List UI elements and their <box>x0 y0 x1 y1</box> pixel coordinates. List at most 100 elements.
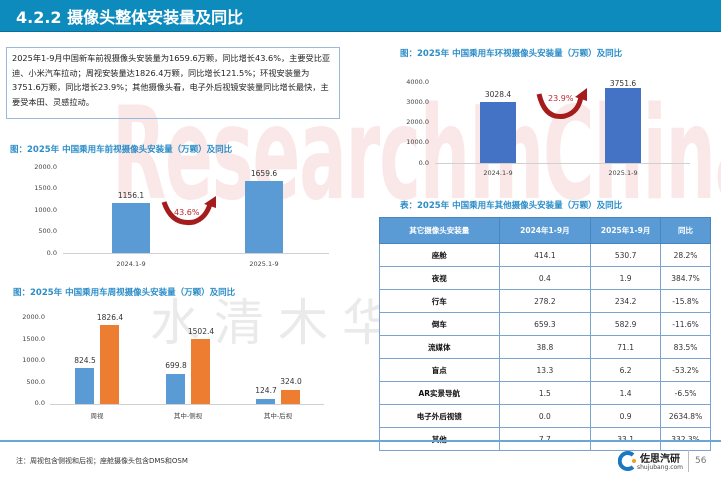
cell-2025: 6.2 <box>590 358 662 382</box>
table-row: 夜视 0.4 1.9 384.7% <box>379 266 711 290</box>
page-number: 56 <box>695 456 707 466</box>
cell-yoy: -53.2% <box>660 358 711 382</box>
bar-value-label: 1502.4 <box>187 327 215 336</box>
footer-divider <box>0 440 721 442</box>
y-tick: 1000.0 <box>406 138 429 146</box>
row-label: 座舱 <box>379 243 500 267</box>
y-tick: 1000.0 <box>34 206 57 214</box>
cell-2024: 0.0 <box>498 404 592 428</box>
x-tick: 其中-后视 <box>263 412 293 420</box>
y-tick: 2000.0 <box>22 313 45 321</box>
bar-2024-side <box>166 374 185 404</box>
table-row: 盲点 13.3 6.2 -53.2% <box>379 358 711 382</box>
brand-url: shujubang.com <box>637 464 684 471</box>
bar-value-label: 1659.6 <box>250 169 278 178</box>
row-label: 其他 <box>379 427 500 451</box>
y-tick: 4000.0 <box>406 78 429 86</box>
x-axis-line <box>63 253 329 254</box>
x-tick: 周视 <box>90 412 104 420</box>
bar-value-label: 1826.4 <box>96 313 124 322</box>
table-header-row: 其它摄像头安装量 2024年1-9月 2025年1-9月 同比 <box>379 217 711 244</box>
cell-yoy: -15.8% <box>660 289 711 313</box>
table-row: 流媒体 38.8 71.1 83.5% <box>379 335 711 359</box>
y-tick: 0.0 <box>418 159 429 167</box>
page-number-divider <box>688 450 689 472</box>
table-row: AR实景导航 1.5 1.4 -6.5% <box>379 381 711 405</box>
cell-yoy: 28.2% <box>660 243 711 267</box>
page-title: 4.2.2 摄像头整体安装量及同比 <box>16 8 244 27</box>
y-tick: 2000.0 <box>34 163 57 171</box>
y-tick: 500.0 <box>38 227 57 235</box>
bar-2025-surround <box>100 325 119 404</box>
column-header: 其它摄像头安装量 <box>379 217 500 244</box>
brand-name: 佐思汽研 <box>640 454 680 465</box>
cell-2025: 234.2 <box>590 289 662 313</box>
column-header: 2024年1-9月 <box>498 217 592 244</box>
cell-yoy: 2634.8% <box>660 404 711 428</box>
y-tick: 1000.0 <box>22 356 45 364</box>
bar-2025 <box>245 181 283 253</box>
cell-2024: 0.4 <box>498 266 592 290</box>
bar-2024-surround <box>75 368 94 404</box>
bar-value-label: 699.8 <box>165 361 187 370</box>
table-row: 其他 7.7 33.1 332.3% <box>379 427 711 451</box>
bar-value-label: 1156.1 <box>117 191 145 200</box>
bar-2024-rear <box>256 399 275 404</box>
table-row: 座舱 414.1 530.7 28.2% <box>379 243 711 267</box>
footnote: 注：周视包含侧视和后视；座舱摄像头包含DMS和OSM <box>16 457 188 465</box>
title-bar: 4.2.2 摄像头整体安装量及同比 <box>0 0 721 32</box>
cell-yoy: -11.6% <box>660 312 711 336</box>
chart-around-view-caption: 图：2025年 中国乘用车环视摄像头安装量（万颗）及同比 <box>400 49 623 59</box>
chart-front-view-caption: 图：2025年 中国乘用车前视摄像头安装量（万颗）及同比 <box>10 145 233 155</box>
x-tick: 其中-侧视 <box>173 412 203 420</box>
x-tick: 2025.1-9 <box>608 169 638 177</box>
cell-2024: 1.5 <box>498 381 592 405</box>
cell-2025: 33.1 <box>590 427 662 451</box>
cell-2024: 414.1 <box>498 243 592 267</box>
y-tick: 3000.0 <box>406 98 429 106</box>
column-header: 2025年1-9月 <box>590 217 662 244</box>
cell-2025: 71.1 <box>590 335 662 359</box>
growth-label: 43.6% <box>174 208 200 217</box>
cell-yoy: 384.7% <box>660 266 711 290</box>
cell-2024: 38.8 <box>498 335 592 359</box>
y-tick: 1500.0 <box>34 184 57 192</box>
cell-2025: 530.7 <box>590 243 662 267</box>
cell-2024: 13.3 <box>498 358 592 382</box>
row-label: 夜视 <box>379 266 500 290</box>
growth-arrow-icon <box>536 88 587 120</box>
bar-2024 <box>112 203 150 253</box>
bar-2024 <box>480 102 516 163</box>
cell-yoy: 83.5% <box>660 335 711 359</box>
y-tick: 1500.0 <box>22 335 45 343</box>
y-tick: 0.0 <box>46 249 57 257</box>
y-tick: 500.0 <box>26 378 45 386</box>
bar-value-label: 3028.4 <box>484 90 512 99</box>
row-label: 流媒体 <box>379 335 500 359</box>
cell-2025: 1.4 <box>590 381 662 405</box>
x-tick: 2024.1-9 <box>483 169 513 177</box>
cell-2024: 7.7 <box>498 427 592 451</box>
other-cameras-table: 其它摄像头安装量 2024年1-9月 2025年1-9月 同比 座舱 414.1… <box>379 217 711 451</box>
table-row: 行车 278.2 234.2 -15.8% <box>379 289 711 313</box>
x-axis-line <box>435 163 690 164</box>
bar-2025 <box>605 88 641 163</box>
bar-2025-rear <box>281 390 300 404</box>
bar-value-label: 3751.6 <box>609 79 637 88</box>
cell-2024: 278.2 <box>498 289 592 313</box>
x-tick: 2024.1-9 <box>116 260 146 268</box>
summary-box: 2025年1-9月中国新车前视摄像头安装量为1659.6万颗，同比增长43.6%… <box>6 47 340 119</box>
y-tick: 0.0 <box>34 399 45 407</box>
cell-2025: 0.9 <box>590 404 662 428</box>
row-label: AR实景导航 <box>379 381 500 405</box>
row-label: 倒车 <box>379 312 500 336</box>
cell-2024: 659.3 <box>498 312 592 336</box>
x-tick: 2025.1-9 <box>249 260 279 268</box>
table-row: 电子外后视镜 0.0 0.9 2634.8% <box>379 404 711 428</box>
x-axis-line <box>50 404 324 405</box>
chart-surround-view-caption: 图：2025年 中国乘用车周视摄像头安装量（万颗）及同比 <box>13 288 236 298</box>
column-header: 同比 <box>660 217 711 244</box>
table-row: 倒车 659.3 582.9 -11.6% <box>379 312 711 336</box>
cell-2025: 1.9 <box>590 266 662 290</box>
row-label: 电子外后视镜 <box>379 404 500 428</box>
